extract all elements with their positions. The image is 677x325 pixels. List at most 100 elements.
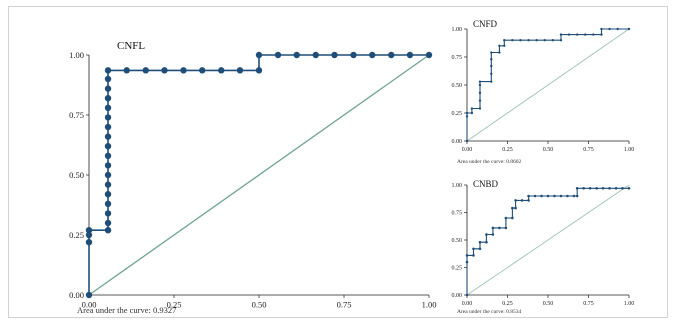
cnfl-y-tick-label: 0.75: [69, 110, 84, 120]
cnbd-roc-point: [491, 233, 495, 236]
cnbd-roc-point: [546, 194, 550, 198]
cnbd-x-tick-label: 1.00: [624, 301, 635, 307]
cnbd-x-tick-label: 0.75: [583, 301, 594, 307]
cnfl-roc-point: [104, 152, 112, 159]
cnfd-roc-point: [543, 39, 546, 42]
cnbd-y-tick-label: 0.50: [452, 238, 463, 244]
cnfd-y-tick-label: 0.25: [452, 111, 463, 117]
cnfd-roc-point: [616, 27, 619, 31]
cnfd-roc-point: [478, 91, 482, 95]
cnfl-chart-title: CNFL: [117, 40, 145, 52]
cnfl-roc-point: [104, 95, 112, 102]
cnfd-y-tick-label: 0.00: [452, 139, 463, 145]
cnfl-roc-point: [104, 143, 112, 150]
cnbd-roc-point: [514, 206, 517, 210]
cnbd-roc-point: [621, 187, 624, 190]
cnfd-roc-point: [478, 80, 482, 83]
cnbd-roc-point: [614, 187, 618, 190]
roc-chart-cnfl: 0.00 0.25 0.50 0.75 1.00 0.00 0.25 0.50 0.75 1.00…: [69, 40, 436, 315]
cnfl-roc-point: [255, 67, 263, 74]
cnfd-roc-point: [498, 44, 501, 47]
cnbd-roc-point: [559, 194, 563, 198]
roc-chart-cnfd: 0.00 0.25 0.50 0.75 1.00 0.00 0.25 0.50 0.75 1.00…: [452, 19, 635, 165]
cnfl-roc-point: [123, 67, 130, 74]
cnfd-roc-point: [503, 44, 506, 47]
cnfd-roc-point: [551, 39, 555, 42]
cnfd-roc-point: [470, 107, 474, 110]
cnfl-roc-point: [104, 219, 112, 227]
cnfd-roc-point: [575, 33, 579, 36]
cnbd-x-tick-label: 0.00: [462, 301, 473, 307]
cnfl-y-tick-label: 0.50: [69, 170, 84, 180]
cnbd-roc-point: [582, 187, 585, 190]
cnfd-roc-point: [490, 58, 493, 61]
cnfl-x-tick-label: 0.50: [252, 300, 267, 310]
chart-panel-cnfl: 0.00 0.25 0.50 0.75 1.00 0.00 0.25 0.50 0.75 1.00…: [49, 23, 439, 317]
cnfd-roc-point: [478, 99, 482, 102]
cnfd-roc-point: [559, 39, 563, 42]
cnfl-roc-point: [85, 239, 93, 246]
cnfl-auc-label: Area under the curve: 0.9327: [77, 305, 176, 315]
chart-panel-cnbd: 0.00 0.25 0.50 0.75 1.00 0.00 0.25 0.50 0.75 1.00…: [439, 173, 649, 317]
cnfd-x-tick-label: 0.00: [462, 147, 473, 153]
figure-frame: 0.00 0.25 0.50 0.75 1.00 0.00 0.25 0.50 0.75 1.00…: [8, 6, 668, 318]
cnbd-roc-point: [520, 199, 524, 202]
cnfd-x-tick-label: 0.25: [502, 147, 513, 153]
roc-chart-cnbd: 0.00 0.25 0.50 0.75 1.00 0.00 0.25 0.50 0.75 1.00…: [452, 179, 635, 315]
cnbd-roc-point: [533, 194, 537, 198]
cnfl-roc-point: [274, 51, 282, 59]
cnbd-roc-point: [527, 194, 530, 198]
cnfd-diagonal-line: [466, 28, 630, 142]
cnbd-roc-point: [511, 216, 514, 220]
cnfd-roc-point: [465, 111, 469, 115]
cnfl-y-tick-label: 0.25: [69, 230, 84, 240]
cnfd-roc-point: [559, 33, 563, 36]
cnfd-roc-point: [600, 27, 603, 31]
cnbd-roc-point: [504, 216, 508, 220]
cnfl-roc-point: [104, 85, 112, 92]
cnbd-roc-point: [608, 187, 611, 190]
cnfd-roc-point: [511, 39, 514, 42]
cnbd-y-tick-label: 1.00: [452, 183, 463, 189]
cnfd-roc-point: [490, 51, 493, 54]
cnbd-diagonal-line: [466, 184, 630, 296]
cnbd-roc-point: [498, 226, 501, 230]
cnbd-roc-point: [478, 240, 482, 244]
cnfl-roc-point: [104, 67, 112, 74]
cnfd-roc-point: [490, 80, 493, 83]
cnfd-roc-point: [627, 27, 631, 31]
cnbd-roc-point: [575, 194, 579, 198]
cnfd-x-tick-label: 0.75: [583, 147, 594, 153]
cnbd-roc-point: [504, 226, 508, 230]
cnbd-roc-point: [540, 194, 543, 198]
cnbd-x-tick-label: 0.50: [543, 301, 554, 307]
cnfl-roc-point: [104, 171, 112, 179]
cnbd-roc-point: [478, 247, 482, 251]
cnfl-roc-point: [312, 51, 319, 59]
cnbd-roc-point: [627, 187, 631, 190]
cnfl-roc-point: [199, 67, 206, 74]
cnbd-roc-point: [601, 187, 605, 190]
cnfd-roc-curve: [466, 28, 629, 141]
cnfl-roc-point: [104, 123, 112, 131]
cnbd-auc-label: Area under the curve: 0.8534: [457, 309, 522, 315]
cnfd-y-tick-label: 0.50: [452, 83, 463, 89]
cnbd-roc-point: [491, 226, 495, 230]
cnfl-roc-point: [236, 67, 244, 74]
cnbd-roc-point: [472, 247, 475, 251]
cnfl-roc-point: [388, 51, 395, 59]
cnbd-roc-point: [511, 206, 514, 210]
cnfd-roc-point: [470, 111, 474, 115]
cnfl-roc-point: [85, 227, 93, 234]
cnbd-roc-point: [485, 240, 488, 244]
cnbd-roc-point: [527, 199, 530, 202]
cnfl-diagonal-line: [88, 54, 430, 296]
cnfd-x-tick-label: 0.50: [543, 147, 554, 153]
cnbd-roc-point: [465, 254, 469, 257]
cnbd-roc-point: [572, 194, 576, 198]
cnbd-roc-point: [566, 194, 569, 198]
cnfd-roc-point: [498, 51, 501, 54]
chart-panel-cnfd: 0.00 0.25 0.50 0.75 1.00 0.00 0.25 0.50 0.75 1.00…: [439, 13, 649, 171]
cnfd-y-tick-label: 1.00: [452, 27, 463, 33]
cnbd-roc-point: [575, 187, 579, 190]
